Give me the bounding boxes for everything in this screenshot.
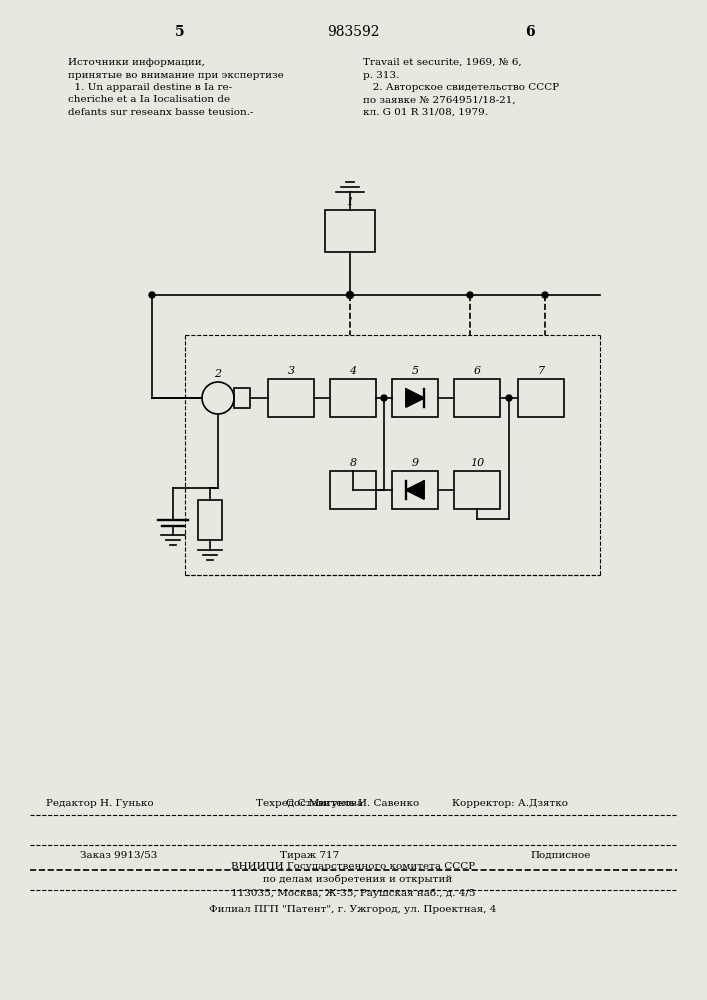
- Text: 5: 5: [411, 366, 419, 376]
- Text: Заказ 9913/53: Заказ 9913/53: [80, 850, 158, 859]
- Polygon shape: [406, 389, 424, 407]
- Text: Источники информации,
принятые во внимание при экспертизе
  1. Un apparail desti: Источники информации, принятые во вниман…: [68, 58, 284, 117]
- Text: 6: 6: [474, 366, 481, 376]
- Circle shape: [467, 292, 473, 298]
- Text: 2: 2: [214, 369, 221, 379]
- Bar: [454, 471, 500, 509]
- Text: 10: 10: [470, 458, 484, 468]
- Text: 3: 3: [288, 366, 295, 376]
- Text: 6: 6: [525, 25, 534, 39]
- Circle shape: [346, 292, 354, 298]
- Text: 7: 7: [537, 366, 544, 376]
- Text: 5: 5: [175, 25, 185, 39]
- Text: 1: 1: [346, 197, 354, 207]
- Text: Корректор: А.Дзятко: Корректор: А.Дзятко: [452, 799, 568, 808]
- Bar: [268, 379, 314, 417]
- Text: ВНИИПИ Государственного комитета СССР
   по делам изобретения и открытий
113035,: ВНИИПИ Государственного комитета СССР по…: [230, 862, 475, 898]
- Text: Travail et securite, 1969, № 6,
p. 313.
   2. Авторское свидетельство СССР
по за: Travail et securite, 1969, № 6, p. 313. …: [363, 58, 559, 117]
- Circle shape: [542, 292, 548, 298]
- Bar: [330, 471, 376, 509]
- Circle shape: [149, 292, 155, 298]
- Polygon shape: [406, 481, 424, 499]
- Text: 8: 8: [349, 458, 356, 468]
- Bar: [454, 379, 500, 417]
- Text: Составитель И. Савенко: Составитель И. Савенко: [286, 799, 420, 808]
- Bar: [392, 379, 438, 417]
- Circle shape: [506, 395, 512, 401]
- Bar: [518, 379, 564, 417]
- Bar: [234, 388, 250, 408]
- Circle shape: [381, 395, 387, 401]
- Text: 4: 4: [349, 366, 356, 376]
- Bar: [325, 210, 375, 252]
- Text: 983592: 983592: [327, 25, 379, 39]
- Text: Редактор Н. Гунько: Редактор Н. Гунько: [46, 799, 154, 808]
- Text: Подписное: Подписное: [530, 850, 590, 859]
- Bar: [392, 471, 438, 509]
- Text: 9: 9: [411, 458, 419, 468]
- Bar: [198, 500, 222, 540]
- Bar: [330, 379, 376, 417]
- Text: Тираж 717: Тираж 717: [281, 850, 339, 859]
- Text: Филиал ПГП "Патент", г. Ужгород, ул. Проектная, 4: Филиал ПГП "Патент", г. Ужгород, ул. Про…: [209, 906, 497, 914]
- Text: Техред С.Мигунова: Техред С.Мигунова: [257, 799, 363, 808]
- Circle shape: [347, 292, 353, 298]
